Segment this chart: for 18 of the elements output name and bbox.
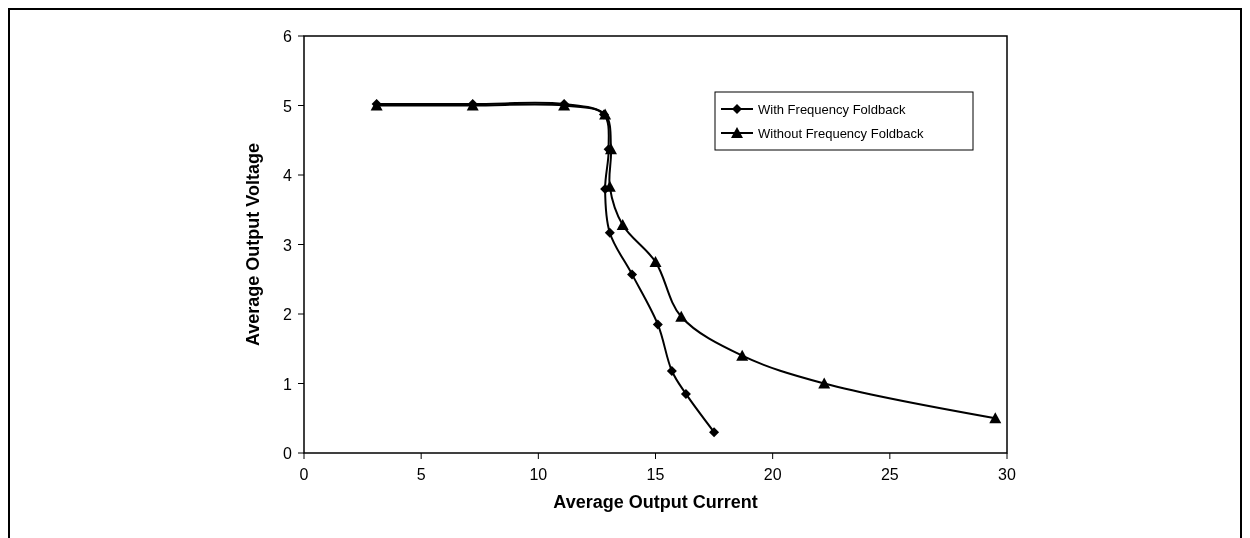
y-tick-label: 5: [283, 97, 293, 115]
x-tick-label: 15: [646, 466, 665, 483]
x-tick-label: 10: [529, 466, 548, 483]
x-tick-label: 20: [763, 466, 782, 483]
y-tick-label: 3: [283, 236, 293, 254]
x-tick-label: 0: [299, 466, 309, 483]
y-axis-title: Average Output Voltage: [243, 142, 263, 347]
x-tick-label: 5: [416, 466, 426, 483]
legend-label: Without Frequency Foldback: [758, 126, 924, 141]
x-axis-title: Average Output Current: [553, 492, 758, 512]
y-tick-label: 6: [283, 28, 293, 45]
y-tick-label: 1: [283, 375, 293, 393]
y-tick-label: 2: [283, 306, 293, 323]
x-tick-label: 25: [880, 466, 899, 483]
x-tick-label: 30: [998, 466, 1016, 483]
y-tick-label: 4: [283, 167, 293, 184]
legend-label: With Frequency Foldback: [758, 102, 906, 117]
y-tick-label: 0: [283, 445, 293, 462]
